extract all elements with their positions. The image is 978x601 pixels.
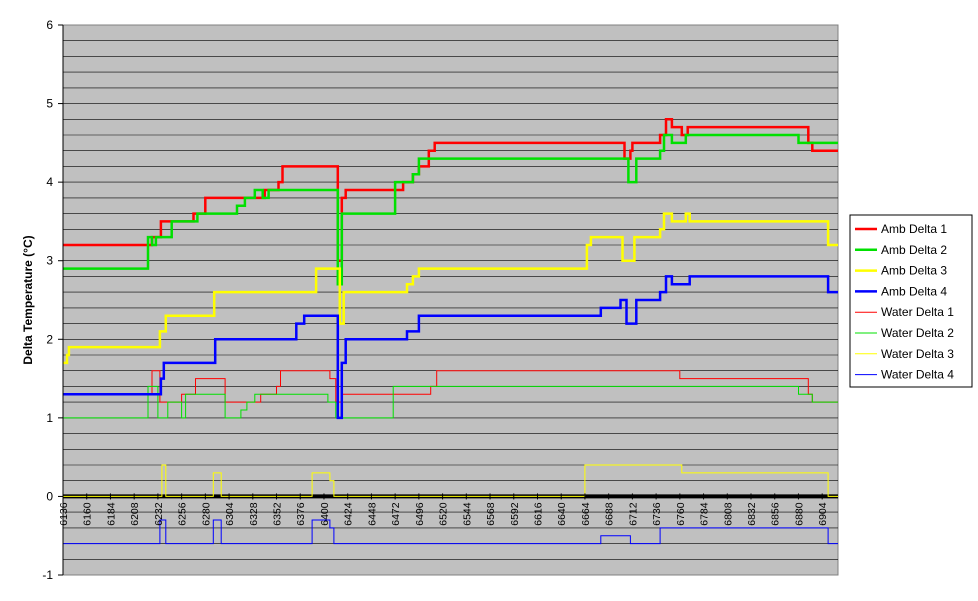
series-line-water-delta-1	[63, 370, 838, 403]
x-tick-label: 6856	[770, 502, 782, 526]
legend-label: Water Delta 1	[881, 305, 954, 319]
y-axis-ticks: -1 0 1 2 3 4 5 6	[42, 18, 64, 582]
x-tick-label: 6760	[675, 502, 687, 526]
x-tick-label: 6136	[58, 502, 70, 526]
x-tick-label: 6832	[746, 502, 758, 526]
series-line-water-delta-2	[63, 385, 838, 419]
x-tick-label: 6208	[129, 502, 141, 526]
x-tick-label: 6784	[699, 502, 711, 526]
y-tick-label: 3	[46, 254, 53, 268]
x-tick-label: 6568	[485, 502, 497, 526]
x-tick-label: 6472	[390, 502, 402, 526]
x-tick-label: 6400	[319, 502, 331, 526]
x-tick-label: 6880	[794, 502, 806, 526]
legend-label: Water Delta 2	[881, 326, 954, 340]
legend-label: Amb Delta 4	[881, 284, 947, 298]
legend-box	[849, 214, 973, 388]
legend: Amb Delta 1 Amb Delta 2 Amb Delta 3 Amb Del…	[849, 214, 973, 388]
x-tick-label: 6904	[817, 502, 829, 526]
legend-label: Amb Delta 2	[881, 243, 947, 257]
plot-background	[62, 24, 839, 576]
y-tick-label: 5	[46, 97, 53, 111]
y-tick-label: 0	[46, 489, 53, 503]
x-tick-label: 6304	[224, 502, 236, 526]
x-tick-label: 6352	[272, 502, 284, 526]
x-tick-label: 6712	[627, 502, 639, 526]
series-line-water-delta-4	[63, 519, 838, 545]
x-tick-label: 6640	[556, 502, 568, 526]
x-tick-label: 6184	[105, 502, 117, 526]
x-tick-label: 6808	[722, 502, 734, 526]
y-tick-label: 1	[46, 411, 53, 425]
x-tick-label: 6520	[438, 502, 450, 526]
y-tick-label: 4	[46, 175, 53, 189]
x-tick-label: 6232	[153, 502, 165, 526]
x-tick-label: 6616	[533, 502, 545, 526]
x-tick-label: 6592	[509, 502, 521, 526]
legend-label: Water Delta 3	[881, 347, 954, 361]
y-tick-label: -1	[42, 568, 53, 582]
series-line-water-delta-3	[63, 464, 838, 497]
x-tick-label: 6688	[604, 502, 616, 526]
x-tick-label: 6280	[200, 502, 212, 526]
x-tick-label: 6160	[82, 502, 94, 526]
x-tick-label: 6496	[414, 502, 426, 526]
x-tick-label: 6544	[461, 502, 473, 526]
x-tick-label: 6448	[366, 502, 378, 526]
series-line-amb-delta-3	[63, 212, 838, 365]
legend-label: Water Delta 4	[881, 368, 954, 382]
series-line-amb-delta-4	[63, 275, 838, 420]
x-tick-label: 6736	[651, 502, 663, 526]
x-tick-label: 6424	[343, 502, 355, 526]
legend-label: Amb Delta 3	[881, 264, 947, 278]
y-axis-title: Delta Temperature (°C)	[21, 235, 35, 364]
x-tick-label: 6328	[248, 502, 260, 526]
series-layer	[63, 118, 838, 545]
legend-label: Amb Delta 1	[881, 222, 947, 236]
x-tick-label: 6664	[580, 502, 592, 526]
x-tick-label: 6376	[295, 502, 307, 526]
x-tick-label: 6256	[177, 502, 189, 526]
x-axis-ticks: 6136 6160 6184 6208 6232 6256 6280 6304 6328 6352…	[58, 493, 829, 526]
y-tick-label: 6	[46, 18, 53, 32]
y-tick-label: 2	[46, 332, 53, 346]
